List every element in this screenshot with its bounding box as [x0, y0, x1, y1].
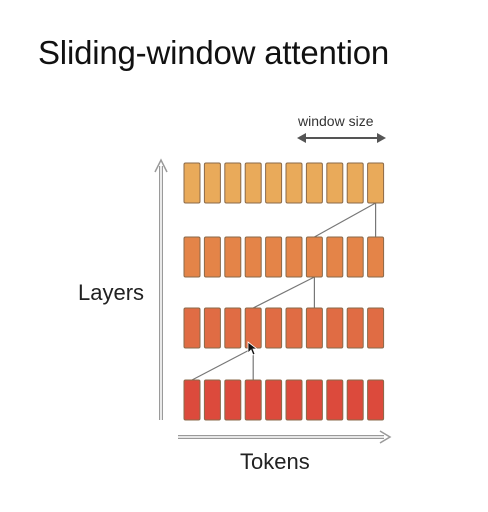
token-box [346, 307, 364, 349]
attention-line [191, 347, 254, 381]
token-box [265, 236, 283, 278]
tokens-axis-arrow [178, 430, 392, 444]
token-layers [183, 162, 385, 421]
token-box [346, 236, 364, 278]
token-box [346, 162, 364, 204]
token-box [285, 307, 303, 349]
attention-line [252, 276, 315, 309]
layer-2 [183, 236, 385, 278]
token-box [183, 379, 201, 421]
token-box [305, 162, 323, 204]
token-box [285, 379, 303, 421]
token-box [346, 379, 364, 421]
token-box [265, 379, 283, 421]
token-box [265, 307, 283, 349]
token-box [305, 307, 323, 349]
mouse-pointer-icon [247, 341, 259, 356]
token-box [203, 307, 221, 349]
token-box [305, 236, 323, 278]
slide-title: Sliding-window attention [38, 34, 390, 71]
token-box [326, 379, 344, 421]
token-box [183, 307, 201, 349]
layer-4 [183, 379, 385, 421]
token-box [326, 162, 344, 204]
token-box [285, 162, 303, 204]
token-box [305, 379, 323, 421]
token-box [244, 236, 262, 278]
token-box [203, 162, 221, 204]
tokens-axis-label: Tokens [240, 449, 310, 474]
layers-axis-arrow [154, 158, 168, 420]
token-box [224, 236, 242, 278]
token-box [367, 307, 385, 349]
layers-axis-label: Layers [78, 280, 145, 305]
token-box [265, 162, 283, 204]
window-size-label: window size [298, 113, 374, 129]
token-box [285, 236, 303, 278]
attention-line [314, 202, 376, 238]
token-box [203, 379, 221, 421]
window-size-arrow [297, 133, 386, 143]
token-box [326, 236, 344, 278]
token-box [367, 236, 385, 278]
layer-3 [183, 307, 385, 349]
token-box [224, 379, 242, 421]
token-box [203, 236, 221, 278]
token-box [244, 379, 262, 421]
token-box [367, 162, 385, 204]
token-box [367, 379, 385, 421]
token-box [183, 236, 201, 278]
token-box [224, 307, 242, 349]
layer-1 [183, 162, 385, 204]
token-box [183, 162, 201, 204]
token-box [244, 162, 262, 204]
attention-connections [191, 202, 377, 381]
token-box [224, 162, 242, 204]
token-box [326, 307, 344, 349]
